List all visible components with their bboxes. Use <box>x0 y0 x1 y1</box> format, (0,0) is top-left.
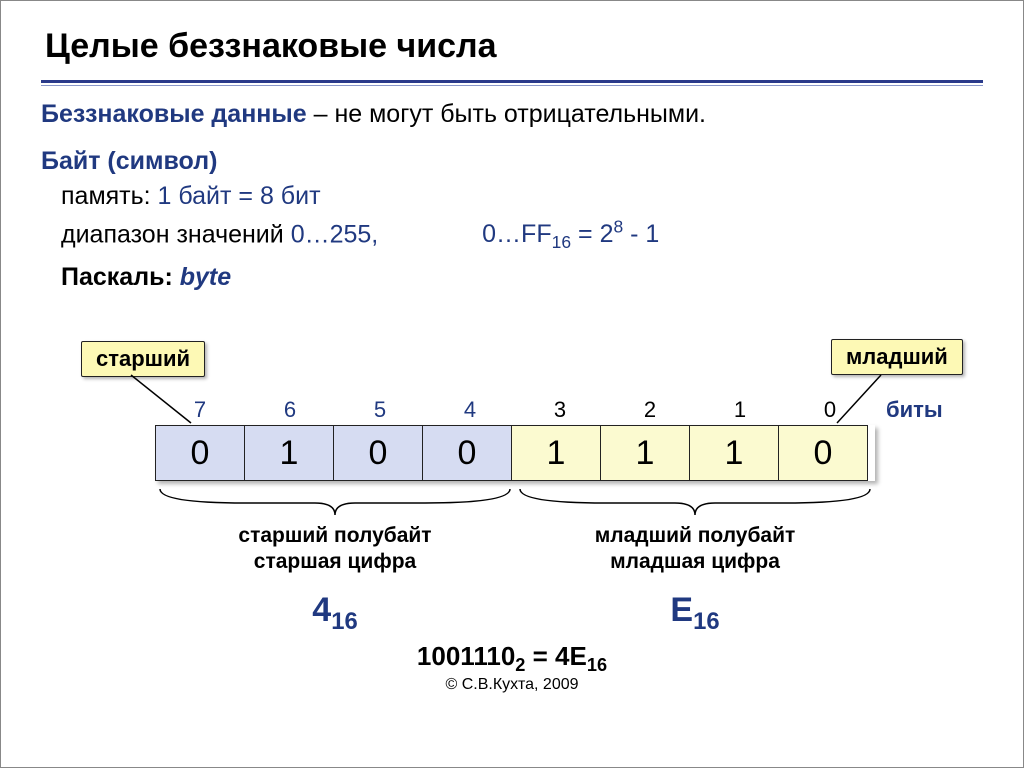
slide-title: Целые беззнаковые числа <box>45 27 983 66</box>
definition-line: Беззнаковые данные – не могут быть отриц… <box>41 100 983 129</box>
copyright: © С.В.Кухта, 2009 <box>1 676 1023 694</box>
bit-cell-3: 1 <box>511 425 601 481</box>
bit-cell-5: 0 <box>333 425 423 481</box>
nibble-braces <box>155 485 875 521</box>
bit-cell-1: 1 <box>689 425 779 481</box>
memory-line: память: 1 байт = 8 бит <box>61 182 983 211</box>
range-value: 0…255, <box>291 220 379 248</box>
tag-high: старший <box>81 341 205 377</box>
bit-cell-7: 0 <box>155 425 245 481</box>
byte-table: 0 1 0 0 1 1 1 0 <box>155 425 875 481</box>
tag-low: младший <box>831 339 963 375</box>
byte-heading: Байт (символ) <box>41 147 983 176</box>
range-prefix: диапазон значений <box>61 220 291 248</box>
pascal-prefix: Паскаль: <box>61 263 180 291</box>
bit-index-1: 1 <box>695 397 785 423</box>
nibble-label-high: старший полубайт старшая цифра <box>155 523 515 576</box>
bit-cell-4: 0 <box>422 425 512 481</box>
bit-cell-0: 0 <box>778 425 868 481</box>
bit-index-row: 7 6 5 4 3 2 1 0 <box>155 397 875 423</box>
bit-index-5: 5 <box>335 397 425 423</box>
equation: 10011102 = 4E16 <box>1 641 1023 676</box>
bit-index-3: 3 <box>515 397 605 423</box>
slide: Целые беззнаковые числа Беззнаковые данн… <box>0 0 1024 768</box>
definition-rest: – не могут быть отрицательными. <box>307 100 706 128</box>
pascal-line: Паскаль: byte <box>61 263 983 292</box>
hex-digit-high: 416 <box>155 591 515 636</box>
range-hex: 0…FF16 = 28 - 1 <box>482 220 659 248</box>
range-line: диапазон значений 0…255, 0…FF16 = 28 - 1 <box>61 217 983 253</box>
memory-value: 1 байт = 8 бит <box>158 182 321 210</box>
title-rule-thin <box>41 85 983 86</box>
bits-label: биты <box>886 397 943 423</box>
memory-prefix: память: <box>61 182 158 210</box>
title-rule-thick <box>41 80 983 83</box>
pascal-type: byte <box>180 263 231 291</box>
bit-index-2: 2 <box>605 397 695 423</box>
bit-index-4: 4 <box>425 397 515 423</box>
bit-cell-2: 1 <box>600 425 690 481</box>
bit-index-6: 6 <box>245 397 335 423</box>
bit-index-0: 0 <box>785 397 875 423</box>
nibble-label-low: младший полубайт младшая цифра <box>515 523 875 576</box>
bit-index-7: 7 <box>155 397 245 423</box>
definition-term: Беззнаковые данные <box>41 100 307 128</box>
bit-cell-6: 1 <box>244 425 334 481</box>
hex-digit-low: E16 <box>515 591 875 636</box>
